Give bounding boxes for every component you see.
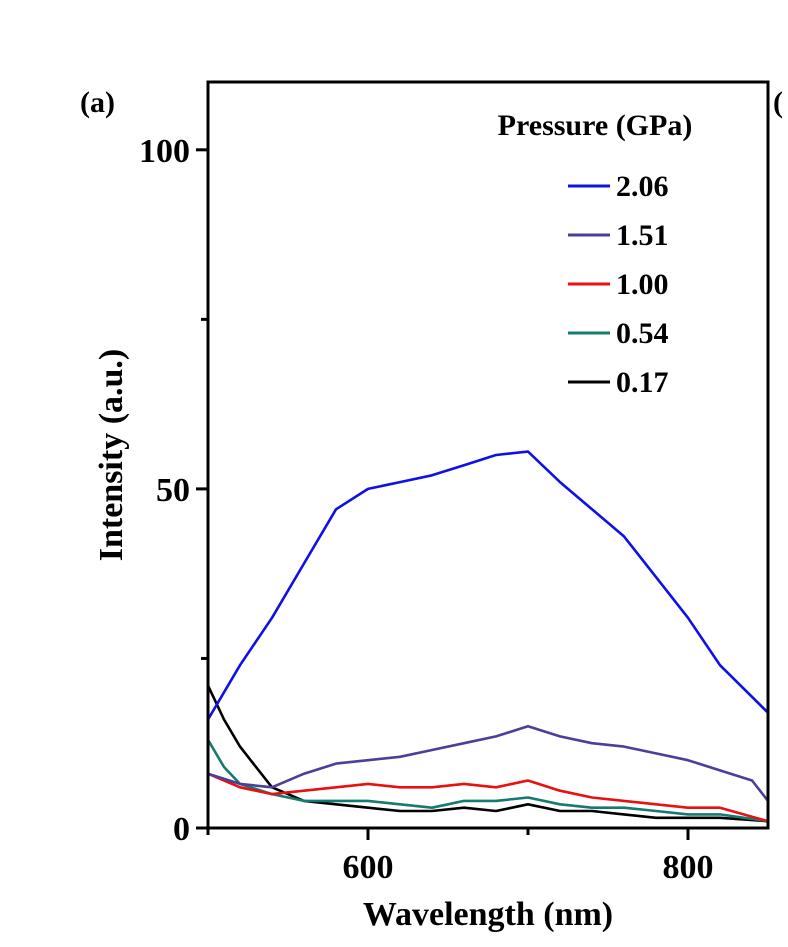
legend: Pressure (GPa) 2.06 1.51 1.00 0.54 0.17 (498, 109, 693, 399)
series-line-1-51 (207, 725, 770, 802)
x-axis: 600 800 (206, 828, 714, 886)
plot-lines (206, 450, 770, 823)
legend-label: 1.00 (616, 268, 669, 301)
plot-frame (206, 80, 770, 830)
legend-label: 1.51 (616, 219, 669, 252)
y-tick-label: 50 (156, 472, 190, 509)
x-axis-title: Wavelength (nm) (363, 896, 613, 933)
legend-label: 0.54 (616, 317, 669, 350)
x-tick-label: 600 (343, 849, 394, 886)
y-tick-label: 100 (139, 133, 190, 170)
legend-label: 2.06 (616, 170, 669, 203)
panel-label: (a) (80, 86, 115, 119)
series-line-0-17 (206, 685, 769, 823)
series-line-2-06 (206, 450, 769, 721)
legend-items: 2.06 1.51 1.00 0.54 0.17 (568, 170, 669, 399)
legend-label: 0.17 (616, 366, 669, 399)
legend-title: Pressure (GPa) (498, 109, 693, 142)
y-axis-title: Intensity (a.u.) (93, 349, 130, 562)
y-axis: 0 50 100 (139, 133, 208, 848)
series-line-1-00 (207, 772, 769, 823)
y-tick-label: 0 (173, 811, 190, 848)
x-tick-label: 800 (663, 849, 714, 886)
adjacent-panel-fragment: ( (773, 86, 783, 119)
